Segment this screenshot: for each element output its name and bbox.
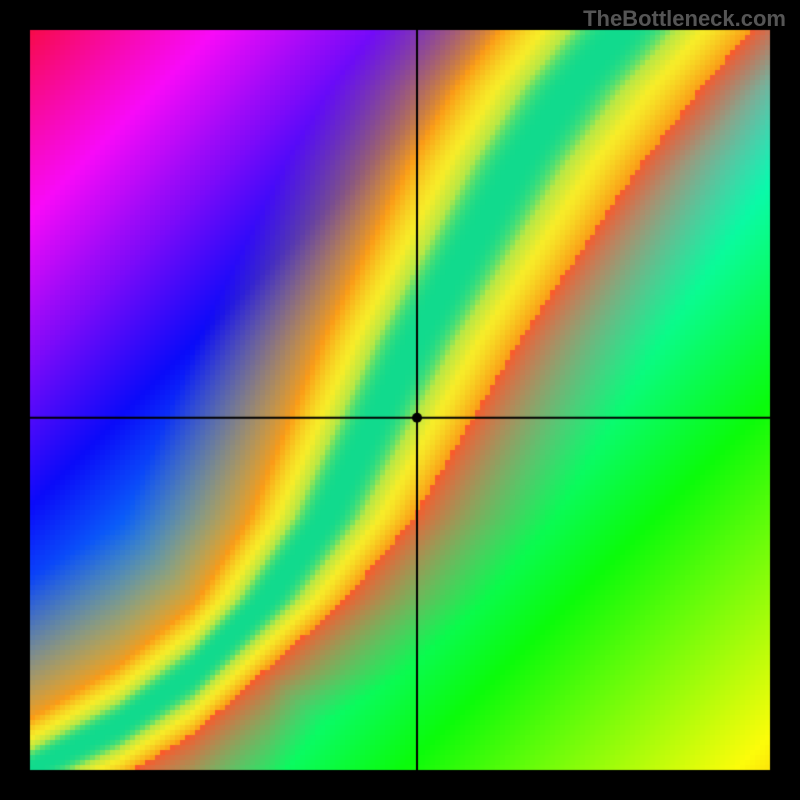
watermark-text: TheBottleneck.com (583, 6, 786, 32)
heatmap-canvas (0, 0, 800, 800)
chart-container: TheBottleneck.com (0, 0, 800, 800)
